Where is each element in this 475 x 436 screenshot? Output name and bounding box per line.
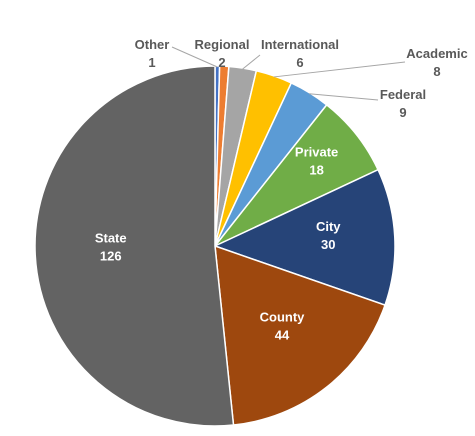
slice-value-international: 6 — [296, 55, 303, 70]
slice-value-academic: 8 — [433, 64, 440, 79]
slice-label-regional: Regional — [195, 37, 250, 52]
slice-value-private: 18 — [309, 163, 323, 178]
slice-labels: Other 1 Regional 2 International 6 Academic 8 Fe… — [95, 37, 468, 343]
slice-label-county: County — [260, 310, 306, 325]
slice-label-federal: Federal — [380, 87, 426, 102]
leader-line-international — [242, 54, 261, 70]
pie-slices — [34, 65, 396, 427]
slice-value-county: 44 — [275, 328, 290, 343]
slice-label-academic: Academic — [406, 46, 467, 61]
leader-lines — [171, 46, 406, 101]
slice-label-international: International — [261, 37, 339, 52]
slice-value-other: 1 — [148, 55, 155, 70]
pie-slice-county — [214, 244, 386, 426]
slice-label-private: Private — [295, 145, 338, 160]
slice-value-federal: 9 — [399, 105, 406, 120]
slice-label-city: City — [316, 219, 341, 234]
leader-line-federal — [309, 93, 379, 101]
slice-label-state: State — [95, 230, 127, 245]
pie-slice-city — [213, 168, 396, 307]
slice-value-regional: 2 — [218, 55, 225, 70]
leader-line-academic — [273, 61, 406, 78]
leader-line-other — [171, 46, 218, 68]
slice-value-city: 30 — [321, 237, 335, 252]
pie-slice-state — [34, 65, 235, 427]
slice-value-state: 126 — [100, 248, 122, 263]
slice-label-other: Other — [135, 37, 170, 52]
